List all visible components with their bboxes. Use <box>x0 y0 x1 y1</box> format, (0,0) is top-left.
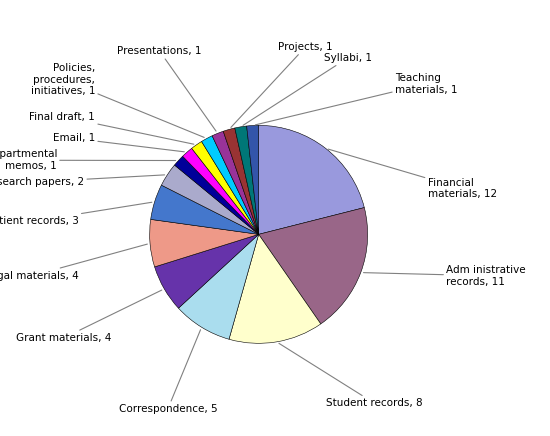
Wedge shape <box>223 128 258 235</box>
Wedge shape <box>235 126 258 235</box>
Text: Departmental
memos, 1: Departmental memos, 1 <box>0 150 175 171</box>
Wedge shape <box>178 235 258 339</box>
Text: Syllabi, 1: Syllabi, 1 <box>243 53 372 125</box>
Text: Teaching
materials, 1: Teaching materials, 1 <box>255 73 458 125</box>
Wedge shape <box>192 142 258 235</box>
Text: Student records, 8: Student records, 8 <box>279 343 423 408</box>
Text: Email, 1: Email, 1 <box>53 133 184 152</box>
Wedge shape <box>183 148 258 235</box>
Wedge shape <box>258 126 364 235</box>
Text: Research papers, 2: Research papers, 2 <box>0 175 164 187</box>
Wedge shape <box>150 219 258 267</box>
Wedge shape <box>201 136 258 235</box>
Wedge shape <box>229 235 321 343</box>
Wedge shape <box>246 126 258 235</box>
Text: Correspondence, 5: Correspondence, 5 <box>119 330 217 414</box>
Wedge shape <box>174 156 258 235</box>
Text: Adm inistrative
records, 11: Adm inistrative records, 11 <box>364 265 526 286</box>
Text: Policies,
procedures,
initiatives, 1: Policies, procedures, initiatives, 1 <box>31 63 204 137</box>
Text: Grant materials, 4: Grant materials, 4 <box>16 290 162 343</box>
Text: Patient records, 3: Patient records, 3 <box>0 202 152 226</box>
Text: Legal materials, 4: Legal materials, 4 <box>0 244 147 281</box>
Text: Projects, 1: Projects, 1 <box>231 42 333 127</box>
Wedge shape <box>151 185 258 235</box>
Text: Financial
materials, 12: Financial materials, 12 <box>328 149 497 199</box>
Wedge shape <box>212 131 258 235</box>
Text: Presentations, 1: Presentations, 1 <box>118 46 216 131</box>
Wedge shape <box>155 235 258 308</box>
Text: Final draft, 1: Final draft, 1 <box>29 112 194 144</box>
Wedge shape <box>161 165 258 235</box>
Wedge shape <box>258 208 367 324</box>
